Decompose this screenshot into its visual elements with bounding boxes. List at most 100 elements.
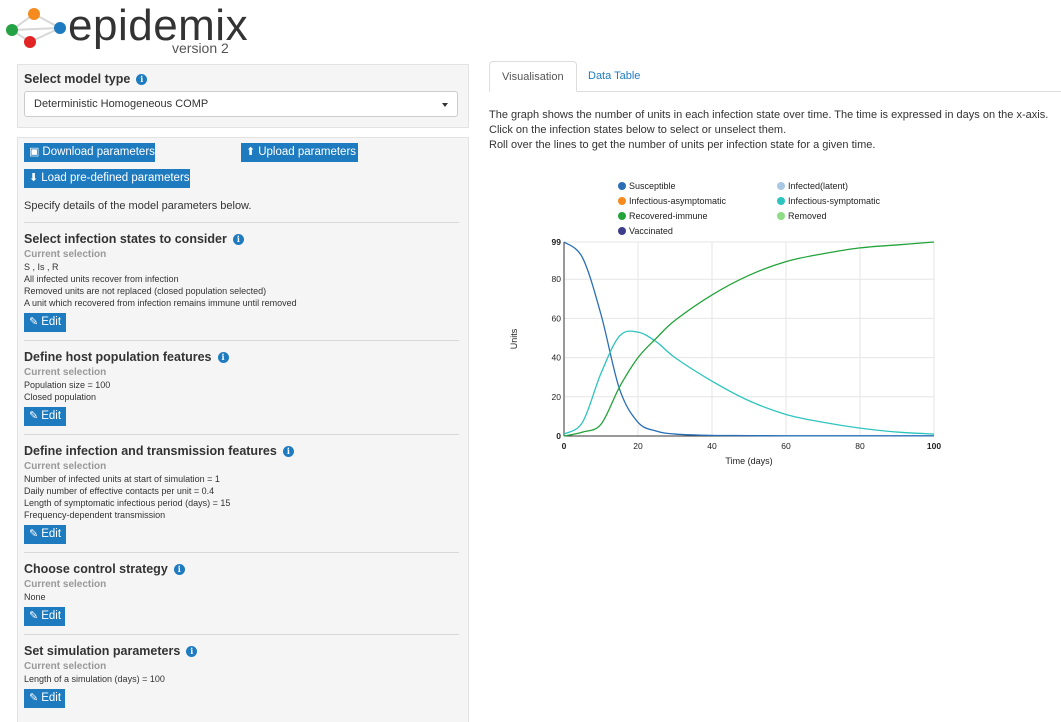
edit-icon: ✎ bbox=[29, 316, 39, 328]
current-selection-label: Current selection bbox=[24, 461, 107, 472]
divider bbox=[24, 434, 459, 435]
section-title: Define host population features bbox=[24, 350, 212, 364]
x-tick-label: 40 bbox=[707, 441, 717, 451]
current-selection-label: Current selection bbox=[24, 661, 107, 672]
y-tick-label: 60 bbox=[552, 313, 562, 323]
edit-label: Edit bbox=[41, 316, 62, 328]
legend-item[interactable]: Infected(latent) bbox=[788, 181, 848, 191]
x-tick-label: 80 bbox=[855, 441, 865, 451]
parameters-panel bbox=[17, 137, 469, 722]
edit-button[interactable]: ✎ Edit bbox=[24, 607, 65, 626]
tab-visualisation[interactable]: Visualisation bbox=[489, 61, 577, 92]
download-label: Download parameters bbox=[42, 146, 155, 158]
y-tick-label: 20 bbox=[552, 392, 562, 402]
epidemic-chart[interactable]: Susceptible Infected(latent) Infectious-as… bbox=[490, 170, 960, 480]
selection-line: Closed population bbox=[24, 392, 97, 402]
x-tick-label: 100 bbox=[927, 441, 941, 451]
legend-dot[interactable] bbox=[777, 182, 785, 190]
download-parameters-button[interactable]: ▣ Download parameters bbox=[24, 143, 155, 162]
section-title: Define infection and transmission featur… bbox=[24, 444, 277, 458]
selection-line: Length of a simulation (days) = 100 bbox=[24, 674, 165, 684]
info-icon[interactable]: i bbox=[173, 564, 185, 575]
current-selection-label: Current selection bbox=[24, 249, 107, 260]
chevron-down-icon bbox=[442, 103, 448, 107]
load-predefined-button[interactable]: ⬇ Load pre-defined parameters bbox=[24, 169, 190, 188]
tab-data-table[interactable]: Data Table bbox=[576, 61, 652, 92]
legend-item[interactable]: Susceptible bbox=[629, 181, 676, 191]
edit-button[interactable]: ✎ Edit bbox=[24, 689, 65, 708]
section-heading: Set simulation parameters i bbox=[24, 644, 198, 658]
parameters-intro: Specify details of the model parameters … bbox=[24, 200, 252, 212]
selection-line: Population size = 100 bbox=[24, 380, 111, 390]
legend-dot[interactable] bbox=[618, 212, 626, 220]
y-tick-label: 99 bbox=[552, 237, 562, 247]
legend-item[interactable]: Vaccinated bbox=[629, 226, 673, 236]
divider bbox=[24, 340, 459, 341]
legend-item[interactable]: Infectious-asymptomatic bbox=[629, 196, 727, 206]
selection-line: Length of symptomatic infectious period … bbox=[24, 498, 231, 508]
y-tick-label: 40 bbox=[552, 353, 562, 363]
selection-line: A unit which recovered from infection re… bbox=[24, 298, 297, 308]
y-axis-label: Units bbox=[509, 328, 519, 349]
info-icon[interactable]: i bbox=[136, 74, 148, 85]
info-icon[interactable]: i bbox=[232, 234, 244, 245]
section-heading: Choose control strategy i bbox=[24, 562, 185, 576]
model-type-value: Deterministic Homogeneous COMP bbox=[34, 98, 209, 110]
edit-label: Edit bbox=[41, 528, 62, 540]
info-icon[interactable]: i bbox=[217, 352, 229, 363]
edit-icon: ✎ bbox=[29, 410, 39, 422]
description-line: The graph shows the number of units in e… bbox=[489, 109, 1049, 121]
description-line: Click on the infection states below to s… bbox=[489, 124, 787, 136]
upload-icon: ⬆ bbox=[246, 146, 256, 158]
edit-icon: ✎ bbox=[29, 692, 39, 704]
edit-icon: ✎ bbox=[29, 610, 39, 622]
x-tick-label: 0 bbox=[562, 441, 567, 451]
app-version: version 2 bbox=[172, 40, 229, 56]
divider bbox=[24, 222, 459, 223]
section-heading: Define infection and transmission featur… bbox=[24, 444, 294, 458]
tab-label: Visualisation bbox=[502, 71, 564, 83]
selection-line: Removed units are not replaced (closed p… bbox=[24, 286, 267, 296]
logo-icon bbox=[6, 8, 66, 48]
current-selection-label: Current selection bbox=[24, 367, 107, 378]
edit-icon: ✎ bbox=[29, 528, 39, 540]
download-icon: ⬇ bbox=[29, 172, 39, 184]
series-line-recovered-immune[interactable] bbox=[563, 241, 935, 437]
edit-label: Edit bbox=[41, 610, 62, 622]
load-label: Load pre-defined parameters bbox=[41, 172, 190, 184]
model-type-select[interactable]: Deterministic Homogeneous COMP bbox=[24, 91, 458, 117]
info-icon[interactable]: i bbox=[186, 646, 198, 657]
legend-dot[interactable] bbox=[777, 197, 785, 205]
tab-label: Data Table bbox=[588, 70, 641, 82]
series-line-susceptible[interactable] bbox=[563, 241, 934, 437]
edit-button[interactable]: ✎ Edit bbox=[24, 407, 66, 426]
current-selection-label: Current selection bbox=[24, 579, 107, 590]
section-title: Choose control strategy bbox=[24, 562, 168, 576]
section-heading: Select infection states to consider i bbox=[24, 232, 244, 246]
legend-dot[interactable] bbox=[777, 212, 785, 220]
y-tick-label: 80 bbox=[552, 274, 562, 284]
edit-label: Edit bbox=[41, 692, 62, 704]
series-line-infectious-symptomatic[interactable] bbox=[563, 330, 935, 435]
legend-dot[interactable] bbox=[618, 182, 626, 190]
legend-dot[interactable] bbox=[618, 227, 626, 235]
legend-item[interactable]: Infectious-symptomatic bbox=[788, 196, 881, 206]
x-axis-label: Time (days) bbox=[725, 456, 772, 466]
legend-dot[interactable] bbox=[618, 197, 626, 205]
selection-line: Daily number of effective contacts per u… bbox=[24, 486, 215, 496]
selection-line: S , Is , R bbox=[24, 262, 59, 272]
upload-parameters-button[interactable]: ⬆ Upload parameters bbox=[241, 143, 358, 162]
selection-line: Frequency-dependent transmission bbox=[24, 510, 166, 520]
divider bbox=[24, 634, 459, 635]
section-title: Set simulation parameters bbox=[24, 644, 181, 658]
edit-button[interactable]: ✎ Edit bbox=[24, 525, 66, 544]
selection-line: All infected units recover from infectio… bbox=[24, 274, 179, 284]
model-type-label: Select model type bbox=[24, 72, 131, 86]
info-icon[interactable]: i bbox=[282, 446, 294, 457]
edit-button[interactable]: ✎ Edit bbox=[24, 313, 66, 332]
x-tick-label: 20 bbox=[633, 441, 643, 451]
legend-item[interactable]: Removed bbox=[788, 211, 827, 221]
legend-item[interactable]: Recovered-immune bbox=[629, 211, 708, 221]
upload-label: Upload parameters bbox=[258, 146, 357, 158]
selection-line: Number of infected units at start of sim… bbox=[24, 474, 220, 484]
